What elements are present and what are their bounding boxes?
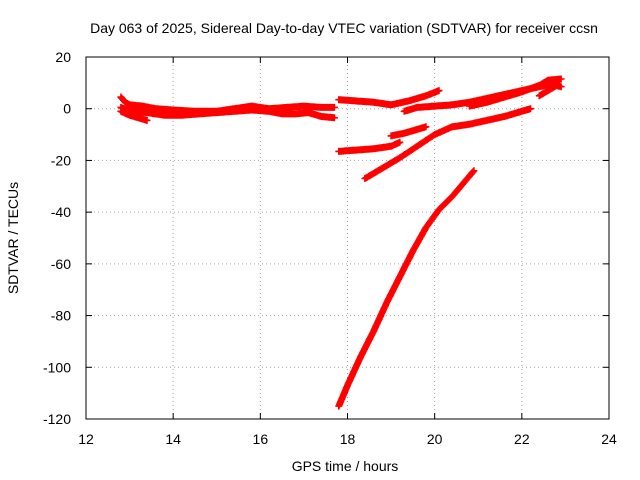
y-tick-label: -100: [43, 359, 71, 375]
y-tick-labels: 20 0 -20 -40 -60 -80 -100 -120: [43, 49, 71, 427]
x-tick-label: 22: [514, 431, 530, 447]
y-tick-label: -80: [51, 308, 71, 324]
series-arc-2: [117, 103, 338, 122]
data-point-markers: [361, 105, 534, 182]
x-tick-labels: 12 14 16 18 20 22 24: [78, 431, 617, 447]
data-point-markers: [117, 103, 338, 122]
x-tick-label: 16: [253, 431, 269, 447]
series-arc-4: [335, 87, 443, 109]
x-axis-label: GPS time / hours: [292, 458, 399, 474]
series-arc-10: [361, 105, 534, 182]
data-point-markers: [335, 167, 478, 410]
data-point-markers: [387, 123, 430, 140]
y-tick-label: -40: [51, 204, 71, 220]
series-arc-11: [335, 167, 478, 410]
x-tick-label: 12: [78, 431, 94, 447]
series-arc-9: [387, 123, 430, 140]
y-tick-label: -20: [51, 152, 71, 168]
data-point-markers: [335, 138, 404, 155]
y-axis-label: SDTVAR / TECUs: [5, 182, 21, 294]
series-arc-6: [466, 75, 565, 110]
x-tick-label: 18: [340, 431, 356, 447]
axis-ticks: [85, 56, 610, 420]
x-tick-label: 14: [165, 431, 181, 447]
chart-title: Day 063 of 2025, Sidereal Day-to-day VTE…: [90, 20, 598, 36]
y-tick-label: 20: [55, 49, 71, 65]
y-tick-label: -120: [43, 411, 71, 427]
y-tick-label: 0: [63, 101, 71, 117]
data-point-markers: [466, 75, 565, 110]
x-tick-label: 24: [601, 431, 617, 447]
data-points: [117, 75, 565, 410]
data-point-markers: [535, 81, 565, 100]
data-point-markers: [117, 107, 151, 124]
y-tick-label: -60: [51, 256, 71, 272]
data-point-markers: [335, 87, 443, 109]
series-arc-7: [535, 81, 565, 100]
series-arc-3: [117, 107, 151, 124]
series-arc-8: [335, 138, 404, 155]
x-tick-label: 20: [427, 431, 443, 447]
